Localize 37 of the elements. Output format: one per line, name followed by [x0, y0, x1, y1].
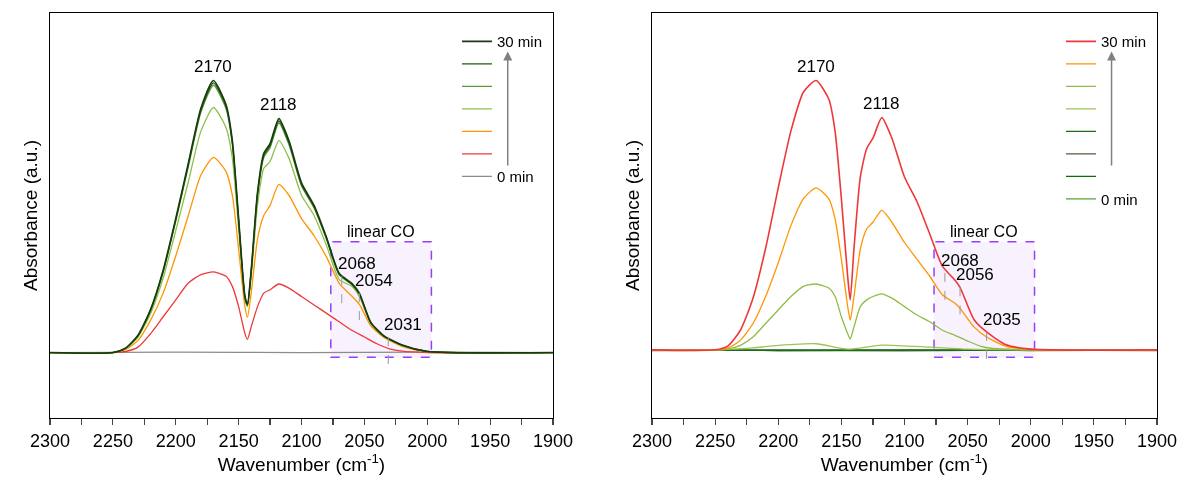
- x-tick-label: 2200: [155, 430, 196, 451]
- annotation: 2118: [260, 95, 297, 114]
- x-tick-label: 2050: [947, 430, 988, 451]
- x-axis-title: Wavenumber (cm$^{-1}$): [217, 450, 386, 475]
- annotation: 2054: [355, 271, 393, 290]
- x-tick-label: 1950: [1073, 430, 1114, 451]
- legend-label: 30 min: [496, 33, 542, 51]
- annotation: 2035: [983, 310, 1021, 329]
- y-axis-title: Absorbance (a.u.): [621, 139, 643, 292]
- x-tick-label: 2100: [884, 430, 925, 451]
- x-tick-label: 2200: [758, 430, 799, 451]
- legend-label: 0 min: [1100, 190, 1138, 208]
- x-tick-label: 2000: [1010, 430, 1051, 451]
- x-tick-label: 2150: [821, 430, 862, 451]
- x-tick-label: 2000: [407, 430, 448, 451]
- band-label: linear CO: [347, 223, 415, 240]
- x-tick-label: 2250: [695, 430, 736, 451]
- x-tick-label: 1950: [470, 430, 511, 451]
- x-tick-label: 2300: [29, 430, 71, 451]
- annotation: 2031: [384, 315, 422, 334]
- annotation: 2170: [194, 57, 232, 76]
- x-tick-label: 2150: [218, 430, 259, 451]
- band-label: linear CO: [950, 223, 1018, 240]
- legend-label: 0 min: [496, 168, 534, 186]
- x-tick-label: 1900: [1136, 430, 1178, 451]
- annotation: 2118: [863, 94, 900, 113]
- x-tick-label: 2250: [92, 430, 133, 451]
- x-tick-label: 1900: [532, 430, 574, 451]
- x-axis-title: Wavenumber (cm$^{-1}$): [820, 450, 989, 475]
- y-axis-title: Absorbance (a.u.): [19, 139, 41, 292]
- x-tick-label: 2100: [281, 430, 322, 451]
- x-tick-label: 2050: [344, 430, 385, 451]
- x-tick-label: 2300: [631, 430, 673, 451]
- annotation: 2170: [797, 57, 835, 76]
- annotation: 2068: [338, 254, 376, 273]
- annotation: 2056: [956, 265, 994, 284]
- legend-label: 30 min: [1100, 33, 1146, 51]
